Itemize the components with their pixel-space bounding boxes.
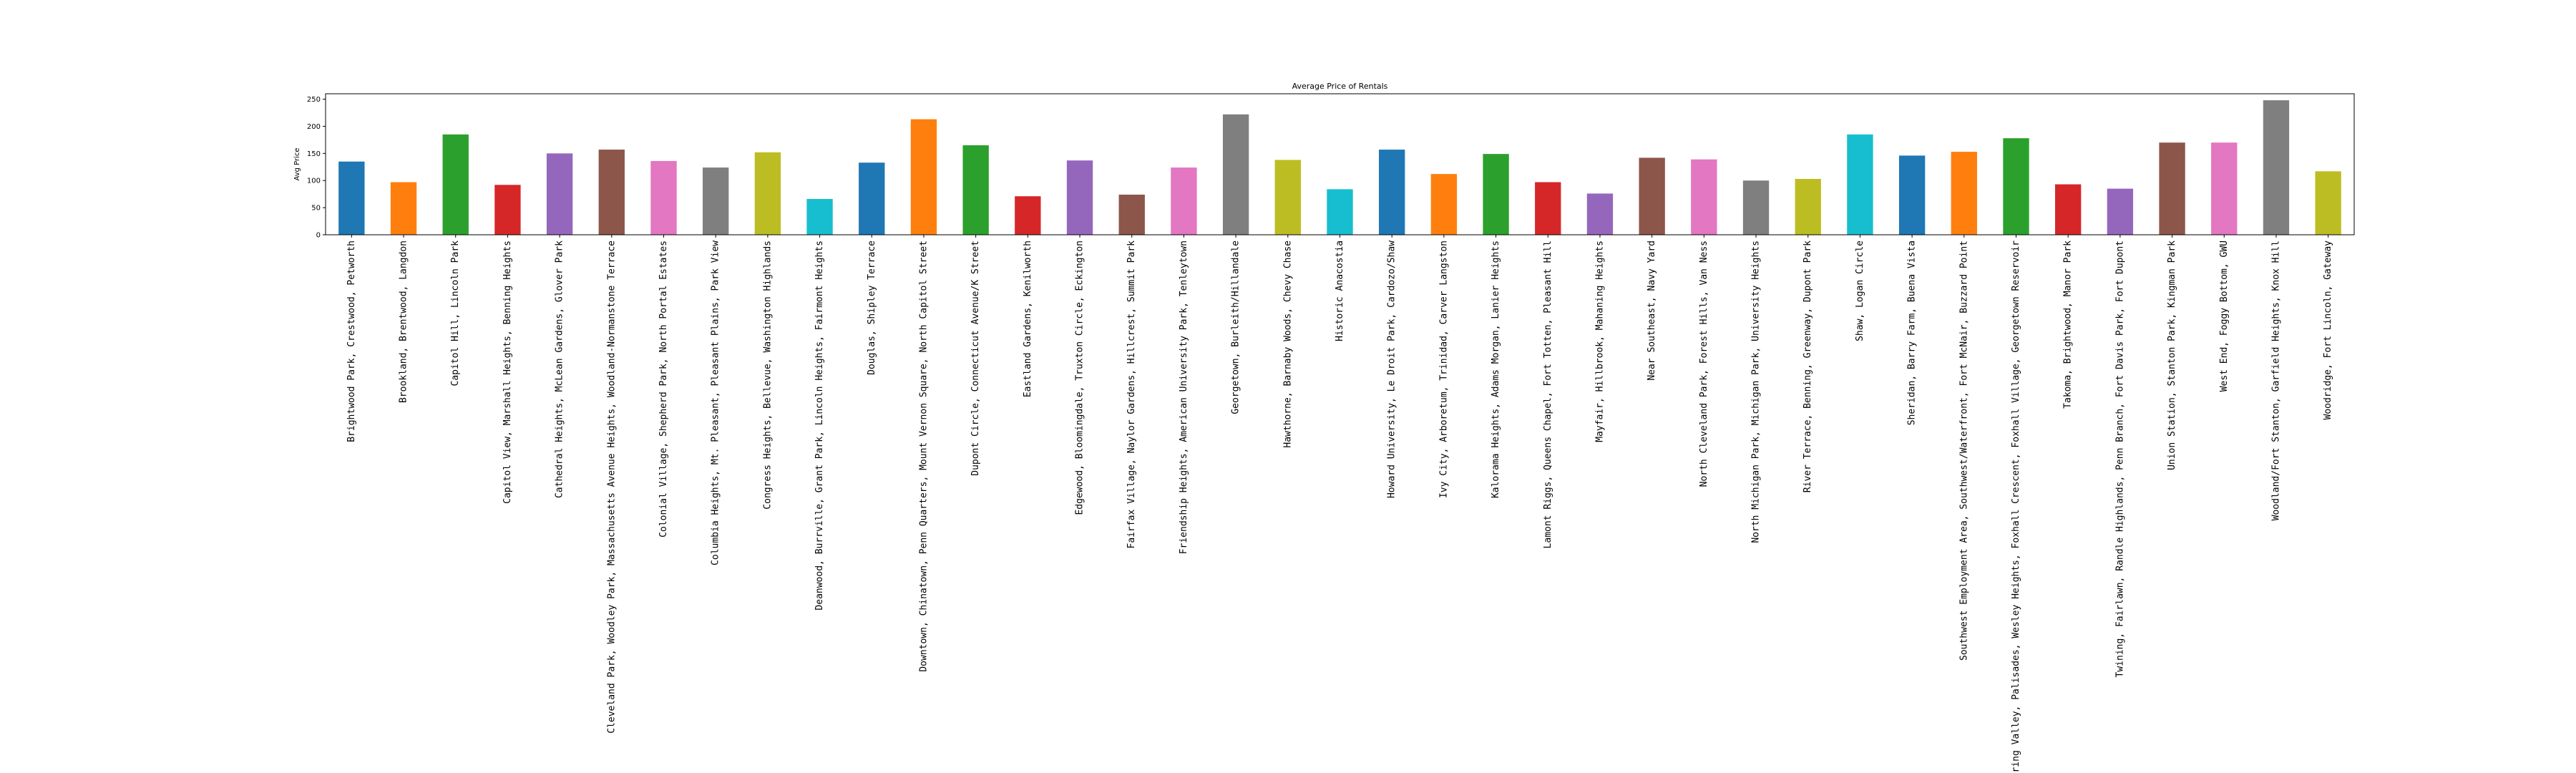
x-axis: Brightwood Park, Crestwood, Petworth Broo… (346, 235, 2333, 773)
y-tick-label: 200 (307, 123, 321, 131)
bar (1118, 194, 1145, 235)
bar (598, 150, 625, 235)
x-tick-label: Columbia Heights, Mt. Pleasant, Pleasant… (711, 240, 721, 565)
y-tick-label: 150 (307, 150, 321, 158)
x-tick-label: Woodland/Fort Stanton, Garfield Heights,… (2270, 240, 2281, 520)
x-tick-label: Spring Valley, Palisades, Wesley Heights… (2011, 240, 2021, 773)
x-tick-label: Lamont Riggs, Queens Chapel, Fort Totten… (1543, 240, 1553, 548)
bar (1171, 167, 1197, 235)
bar (2107, 188, 2134, 235)
x-tick-label: River Terrace, Benning, Greenway, Dupont… (1802, 240, 1813, 492)
bar (546, 153, 573, 235)
bar (1379, 150, 1405, 235)
y-tick-label: 50 (311, 205, 321, 213)
x-tick-label: Friendship Heights, American University … (1179, 240, 1189, 554)
bar (1691, 159, 1717, 235)
bar (1222, 114, 1249, 235)
bar (2055, 184, 2082, 235)
bar (910, 119, 937, 235)
x-tick-label: Fairfax Village, Naylor Gardens, Hillcre… (1126, 240, 1137, 549)
bar (1483, 154, 1509, 235)
bar (859, 162, 885, 235)
x-tick-label: Cathedral Heights, McLean Gardens, Glove… (555, 240, 565, 498)
bar (650, 160, 677, 235)
y-tick-label: 100 (307, 178, 321, 185)
bars-group (338, 100, 2341, 235)
x-tick-label: Brookland, Brentwood, Langdon (399, 240, 409, 403)
x-tick-label: Dupont Circle, Connecticut Avenue/K Stre… (970, 240, 981, 476)
bar (962, 145, 989, 235)
x-tick-label: Douglas, Shipley Terrace (867, 240, 877, 375)
x-tick-label: North Cleveland Park, Forest Hills, Van … (1699, 240, 1709, 487)
bar (1066, 160, 1093, 235)
bar (1742, 180, 1770, 235)
x-tick-label: Congress Heights, Bellevue, Washington H… (762, 240, 773, 510)
y-axis: 0 50 100 150 200 250 (307, 96, 326, 240)
y-tick-label: 0 (316, 232, 321, 240)
x-tick-label: Capitol View, Marshall Heights, Benning … (502, 240, 513, 504)
bar (1535, 182, 1561, 235)
y-tick-label: 250 (307, 96, 321, 104)
chart-title: Average Price of Rentals (1292, 82, 1388, 91)
bar (1951, 152, 1977, 235)
bar (442, 134, 469, 235)
x-tick-label: Kalorama Heights, Adams Morgan, Lanier H… (1491, 240, 1501, 498)
x-tick-label: Takoma, Brightwood, Manor Park (2063, 240, 2074, 409)
x-tick-label: Twining, Fairlawn, Randle Highlands, Pen… (2114, 240, 2125, 677)
x-tick-label: Eastland Gardens, Kenilworth (1023, 240, 1033, 397)
x-tick-label: Deanwood, Burrville, Grant Park, Lincoln… (814, 240, 825, 611)
bar (2315, 171, 2341, 235)
bar (1795, 178, 1821, 235)
x-tick-label: Union Station, Stanton Park, Kingman Par… (2167, 240, 2177, 470)
bar (2159, 142, 2185, 235)
x-tick-label: Ivy City, Arboretum, Trinidad, Carver La… (1438, 240, 1449, 498)
x-tick-label: Capitol Hill, Lincoln Park (450, 240, 461, 386)
bar (1847, 134, 1873, 235)
bar (703, 167, 729, 235)
bar (2003, 138, 2029, 235)
y-axis-label: Avg Price (293, 147, 301, 180)
x-tick-label: Colonial Village, Shepherd Park, North P… (658, 240, 669, 538)
x-tick-label: Mayfair, Hillbrook, Mahaning Heights (1594, 240, 1605, 442)
x-tick-label: Historic Anacostia (1335, 240, 1345, 341)
bar (494, 185, 521, 235)
bar (1274, 160, 1301, 235)
x-tick-label: Sheridan, Barry Farm, Buena Vista (1907, 240, 1918, 425)
x-tick-label: Cleveland Park, Woodley Park, Massachuse… (606, 240, 617, 734)
x-tick-label: Southwest Employment Area, Southwest/Wat… (1958, 240, 1969, 661)
bar (390, 182, 417, 235)
x-tick-label: Woodridge, Fort Lincoln, Gateway (2323, 240, 2333, 420)
x-tick-label: North Michigan Park, Michigan Park, Univ… (1751, 240, 1762, 543)
bar (754, 152, 781, 235)
x-tick-label: Near Southeast, Navy Yard (1646, 240, 1657, 381)
bar (1430, 174, 1458, 235)
bar (1898, 155, 1926, 235)
x-tick-label: Brightwood Park, Crestwood, Petworth (346, 240, 357, 442)
bar (1586, 193, 1614, 235)
x-tick-label: Downtown, Chinatown, Penn Quarters, Moun… (918, 240, 929, 672)
bar (2263, 100, 2290, 235)
x-tick-label: Edgewood, Bloomingdale, Truxton Circle, … (1075, 240, 1085, 515)
x-tick-label: Georgetown, Burleith/Hillandale (1231, 240, 1241, 414)
x-tick-label: Shaw, Logan Circle (1855, 240, 1865, 341)
bar (2211, 142, 2238, 235)
bar (338, 161, 365, 235)
bar (1639, 157, 1665, 235)
x-tick-label: Howard University, Le Droit Park, Cardoz… (1387, 240, 1397, 498)
bar (1015, 196, 1041, 235)
x-tick-label: West End, Foggy Bottom, GWU (2219, 240, 2230, 392)
x-tick-label: Hawthorne, Barnaby Woods, Chevy Chase (1282, 240, 1293, 448)
bar (1327, 189, 1353, 235)
bar (806, 198, 833, 235)
